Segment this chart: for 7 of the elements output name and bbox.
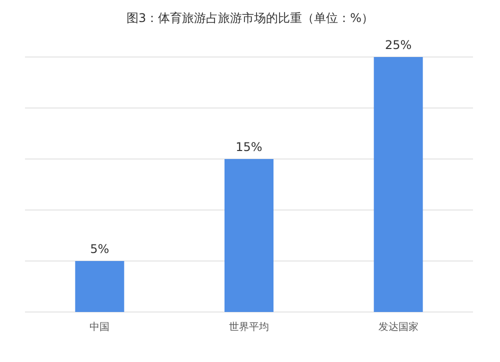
x-tick-label: 世界平均 [229, 321, 269, 333]
x-tick-label: 发达国家 [378, 321, 418, 333]
data-label: 5% [90, 242, 110, 256]
data-label: 25% [384, 38, 412, 52]
data-label: 15% [236, 140, 262, 154]
chart-title: 图3：体育旅游占旅游市场的比重（单位：%） [126, 11, 374, 25]
x-tick-label: 中国 [90, 321, 110, 333]
